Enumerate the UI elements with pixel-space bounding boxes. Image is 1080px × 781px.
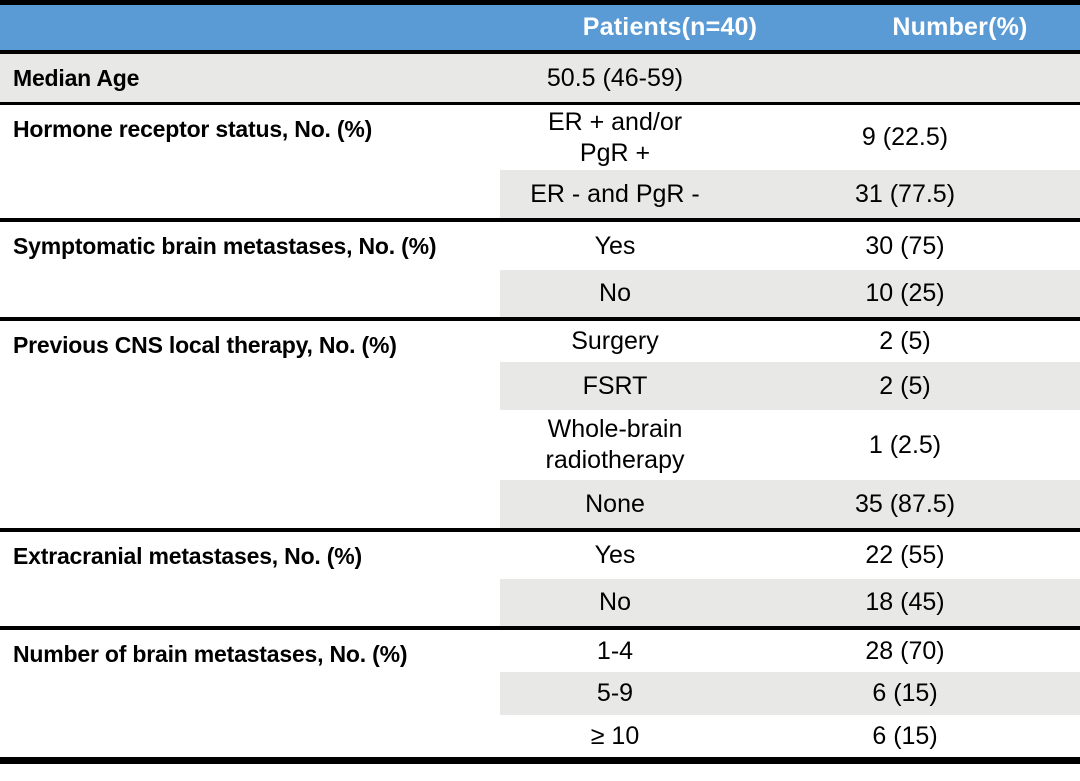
value-cell: 30 (75) (865, 231, 945, 260)
row-label: Symptomatic brain metastases, No. (%) (13, 233, 437, 259)
category-cell: ≥ 10 (590, 721, 640, 750)
section-divider (0, 102, 1080, 105)
table-row: Symptomatic brain metastases, No. (%) Ye… (0, 222, 1080, 270)
row-label (0, 362, 500, 410)
table-row: Hormone receptor status, No. (%) ER + an… (0, 105, 1080, 170)
row-label (0, 672, 500, 715)
table-row: Extracranial metastases, No. (%) Yes 22 … (0, 532, 1080, 579)
row-label (0, 579, 500, 626)
category-cell: Yes (594, 231, 636, 260)
row-label: Previous CNS local therapy, No. (%) (13, 332, 397, 358)
category-cell: Yes (594, 541, 636, 569)
table-row: No 10 (25) (0, 270, 1080, 317)
value-cell: 18 (45) (730, 579, 1080, 626)
row-label (0, 410, 500, 480)
header-divider (0, 50, 1080, 54)
value-cell: 1 (2.5) (868, 430, 942, 459)
header-cell-patients: Patients(n=40) (582, 13, 758, 41)
table-row: 5-9 6 (15) (0, 672, 1080, 715)
category-cell: No (500, 270, 730, 317)
section-hormone-receptor-status: Hormone receptor status, No. (%) ER + an… (0, 105, 1080, 218)
category-cell: Whole-brain radiotherapy (545, 415, 685, 474)
category-cell: FSRT (500, 362, 730, 410)
row-label (0, 480, 500, 528)
row-label: Extracranial metastases, No. (%) (13, 543, 362, 569)
row-label (0, 170, 500, 218)
header-cell-number: Number(%) (892, 13, 1028, 41)
table-row: Median Age 50.5 (46-59) (0, 54, 1080, 102)
value-cell: 2 (5) (730, 362, 1080, 410)
category-cell: ER + and/or PgR + (547, 107, 683, 167)
table-row: Previous CNS local therapy, No. (%) Surg… (0, 321, 1080, 362)
row-label: Median Age (13, 65, 140, 91)
table-row: No 18 (45) (0, 579, 1080, 626)
table-row: FSRT 2 (5) (0, 362, 1080, 410)
row-label (0, 270, 500, 317)
section-previous-cns-local-therapy: Previous CNS local therapy, No. (%) Surg… (0, 321, 1080, 528)
table-row: Number of brain metastases, No. (%) 1-4 … (0, 630, 1080, 672)
section-divider (0, 317, 1080, 321)
value-cell: 28 (70) (865, 636, 945, 665)
table-header-row: Patients(n=40) Number(%) (0, 5, 1080, 50)
table-row: ER - and PgR - 31 (77.5) (0, 170, 1080, 218)
table-row: ≥ 10 6 (15) (0, 715, 1080, 757)
section-divider (0, 528, 1080, 532)
table-row: None 35 (87.5) (0, 480, 1080, 528)
value-cell: 35 (87.5) (730, 480, 1080, 528)
category-cell: 50.5 (46-59) (546, 63, 684, 92)
section-divider (0, 218, 1080, 222)
row-label: Hormone receptor status, No. (%) (13, 116, 373, 142)
category-cell: 1-4 (596, 636, 634, 665)
category-cell: No (500, 579, 730, 626)
table-top-border (0, 0, 1080, 5)
category-cell: Surgery (571, 327, 659, 355)
section-divider (0, 626, 1080, 630)
value-cell: 10 (25) (730, 270, 1080, 317)
table-bottom-border (0, 757, 1080, 764)
value-cell: 6 (15) (730, 672, 1080, 715)
value-cell: 22 (55) (865, 541, 945, 569)
category-cell: 5-9 (500, 672, 730, 715)
category-cell: None (500, 480, 730, 528)
value-cell: 9 (22.5) (861, 123, 949, 151)
value-cell: 6 (15) (872, 721, 938, 750)
section-extracranial-metastases: Extracranial metastases, No. (%) Yes 22 … (0, 532, 1080, 626)
section-symptomatic-brain-metastases: Symptomatic brain metastases, No. (%) Ye… (0, 222, 1080, 317)
row-label (0, 715, 500, 757)
section-number-of-brain-metastases: Number of brain metastases, No. (%) 1-4 … (0, 630, 1080, 757)
category-cell: ER - and PgR - (500, 170, 730, 218)
value-cell (730, 54, 1080, 102)
row-label: Number of brain metastases, No. (%) (13, 641, 408, 667)
section-median-age: Median Age 50.5 (46-59) (0, 54, 1080, 102)
value-cell: 31 (77.5) (730, 170, 1080, 218)
table-row: Whole-brain radiotherapy 1 (2.5) (0, 410, 1080, 480)
value-cell: 2 (5) (879, 327, 931, 355)
